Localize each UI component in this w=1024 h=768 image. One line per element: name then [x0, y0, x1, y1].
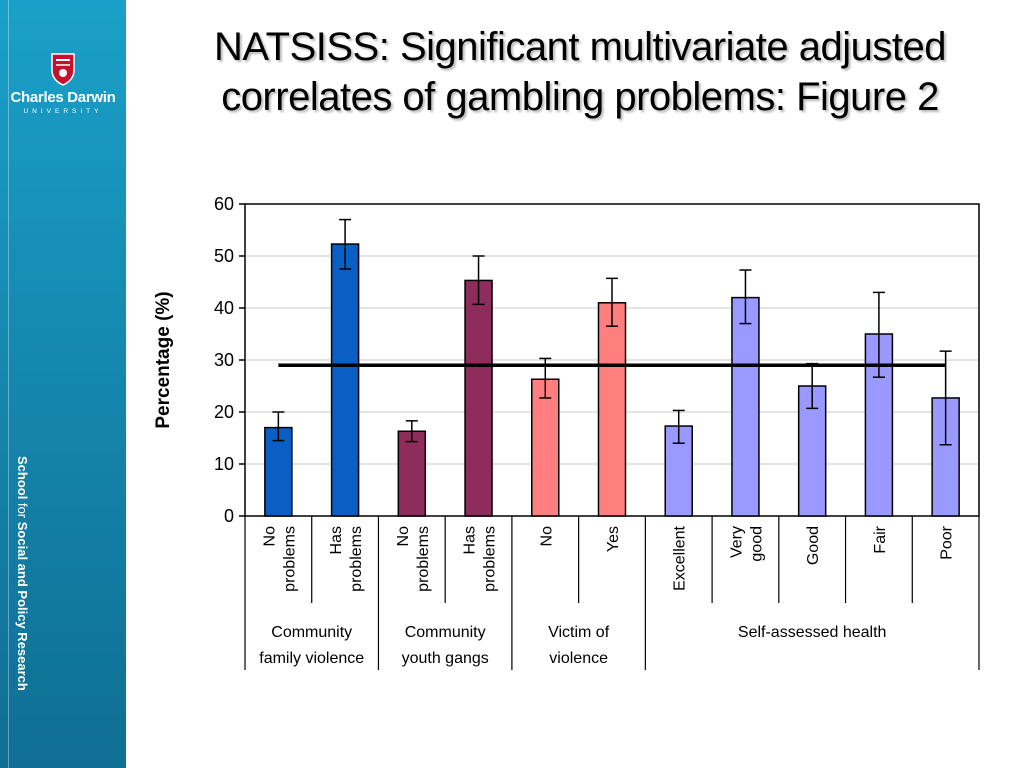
bar — [464, 279, 493, 517]
bar-label: No — [395, 526, 412, 547]
y-tick-label: 0 — [224, 506, 234, 526]
bar — [731, 296, 760, 517]
y-tick-label: 40 — [214, 298, 234, 318]
bar-label: problems — [482, 526, 499, 592]
y-axis-title: Percentage (%) — [153, 291, 174, 428]
bar-label: Has — [462, 526, 479, 554]
bar — [597, 302, 627, 517]
crest-icon — [51, 53, 75, 86]
bar-label: No — [538, 526, 555, 547]
y-tick-label: 50 — [214, 246, 234, 266]
bar-label: problems — [348, 526, 365, 592]
y-tick-label: 20 — [214, 402, 234, 422]
y-tick-label: 10 — [214, 454, 234, 474]
bar-label: Has — [328, 526, 345, 554]
slide-title-line-2: correlates of gambling problems: Figure … — [221, 75, 939, 119]
group-label: family violence — [259, 650, 364, 667]
group-label: Self-assessed health — [738, 624, 887, 641]
bar-label: Good — [805, 526, 822, 565]
y-tick-label: 30 — [214, 350, 234, 370]
bar-label: problems — [415, 526, 432, 592]
sidebar-edge-line — [8, 0, 9, 768]
bar-label: Very — [728, 526, 745, 558]
group-label: violence — [549, 650, 608, 667]
bar-label: Excellent — [672, 525, 689, 590]
slide-title-line-1: NATSISS: Significant multivariate adjust… — [214, 25, 946, 69]
sidebar-band: Charles Darwin UNIVERSITY School for Soc… — [0, 0, 126, 768]
group-label: Community — [405, 624, 486, 641]
group-label: Community — [271, 624, 352, 641]
bar-label: Fair — [872, 525, 889, 553]
slide-title: NATSISS: Significant multivariate adjust… — [140, 22, 1020, 122]
group-label: Victim of — [548, 624, 610, 641]
bar-label: Poor — [939, 525, 956, 559]
group-label: youth gangs — [402, 650, 489, 667]
bar-label: problems — [281, 526, 298, 592]
bar-label: good — [748, 526, 765, 562]
bar — [330, 243, 360, 517]
bar-label: Yes — [605, 526, 622, 552]
bar-label: No — [261, 526, 278, 547]
logo-name: Charles Darwin — [10, 89, 116, 106]
logo-subtitle: UNIVERSITY — [23, 108, 103, 115]
bar — [531, 378, 560, 517]
university-logo: Charles Darwin UNIVERSITY — [0, 52, 126, 115]
y-tick-label: 60 — [214, 194, 234, 214]
bar — [397, 430, 427, 517]
